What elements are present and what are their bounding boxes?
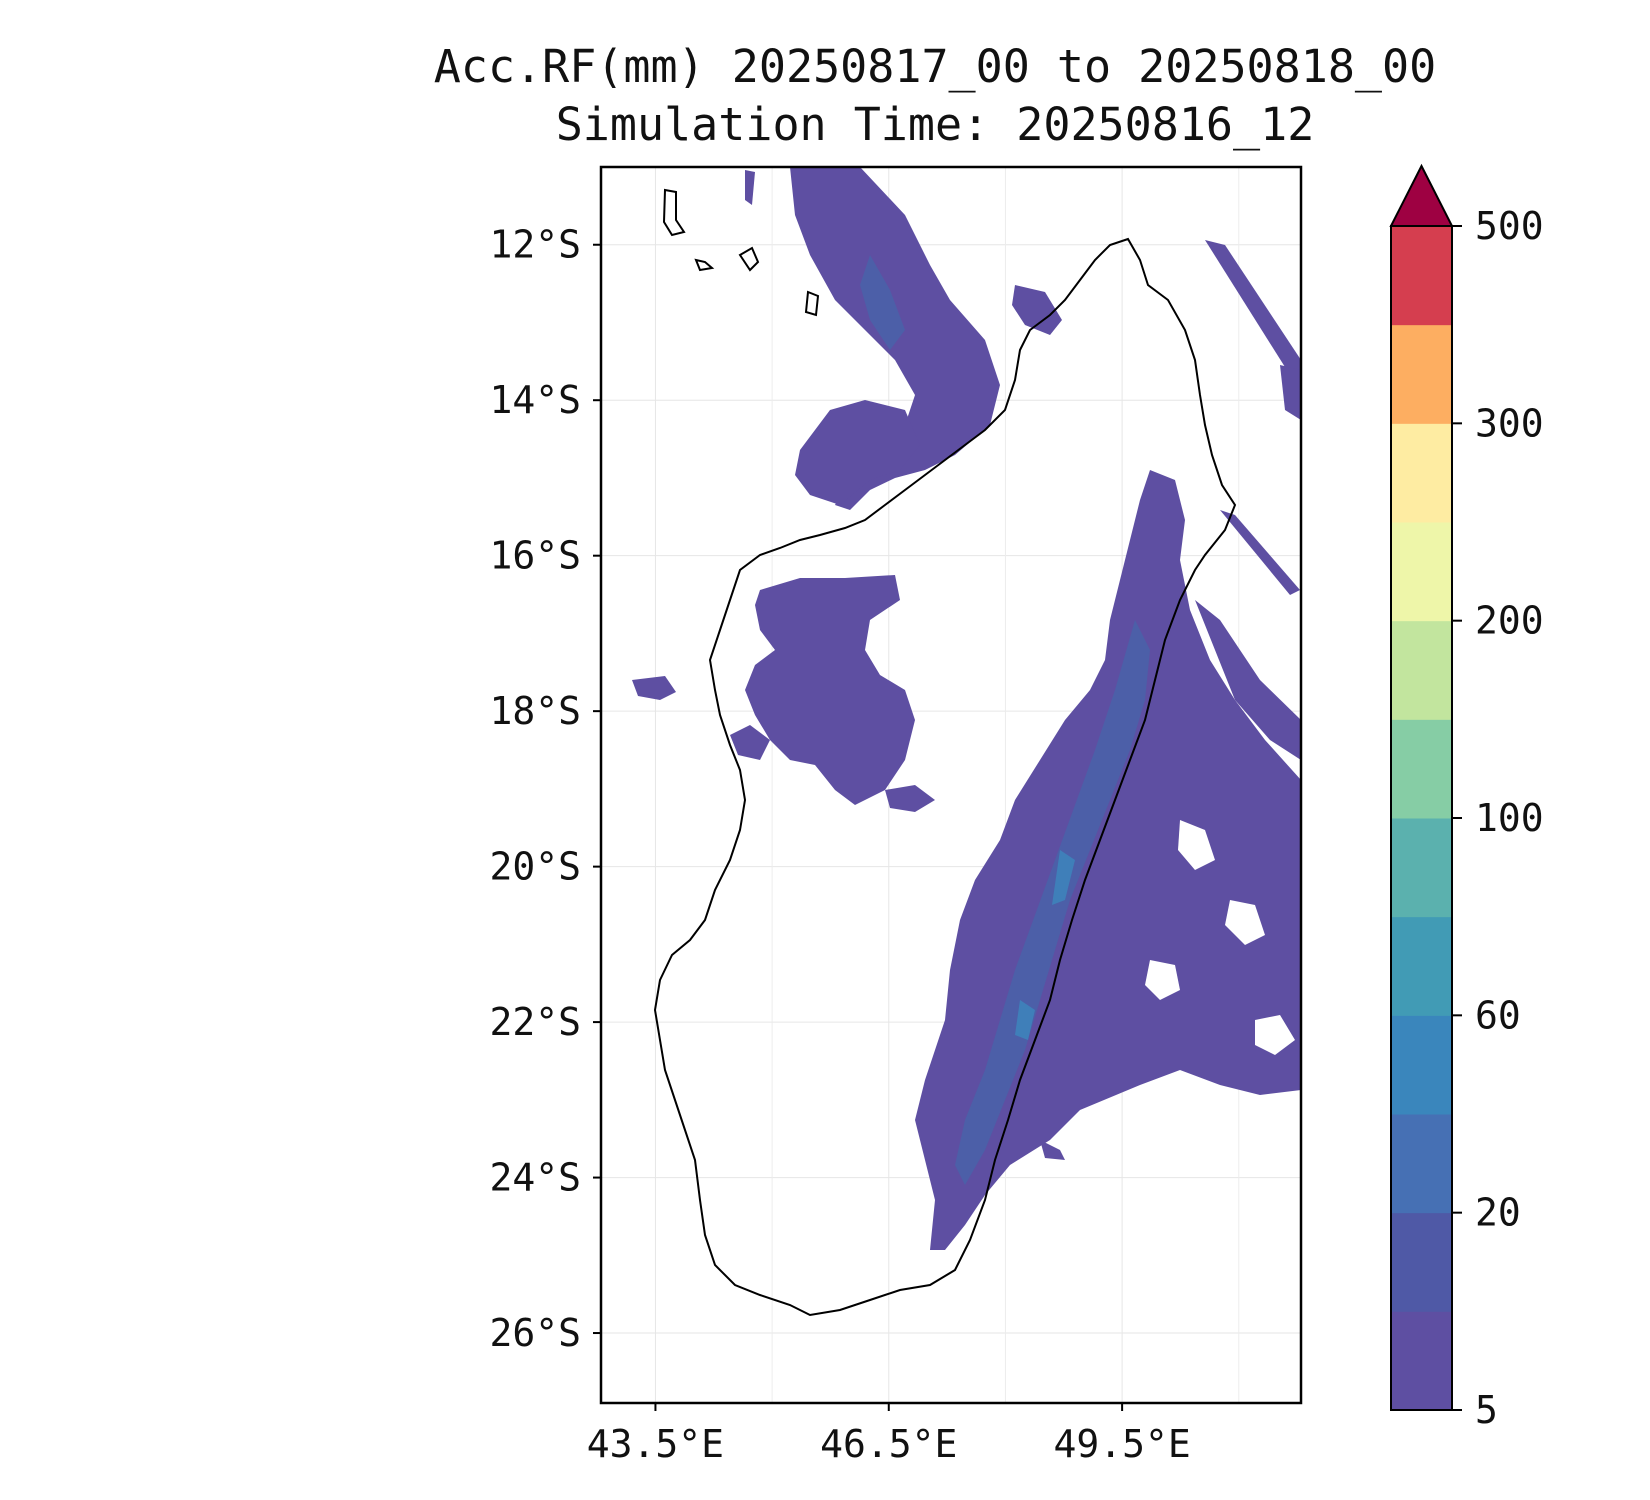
lon-tick-label: 49.5°E: [1053, 1422, 1190, 1466]
colorbar-tick-label: 300: [1475, 401, 1544, 445]
rain-area-ne-streak-1: [1205, 240, 1301, 380]
rain-area-nw-patch: [860, 255, 905, 350]
colorbar-tick-label: 100: [1475, 796, 1544, 840]
rain-area-ne-streak-2: [1280, 365, 1301, 420]
colorbar-segment: [1391, 1311, 1452, 1411]
title-line-2: Simulation Time: 20250816_12: [555, 98, 1315, 151]
rain-area-east-heavy-2: [1015, 1000, 1035, 1040]
rain-gap-1: [1178, 820, 1215, 870]
colorbar-tick-label: 500: [1475, 204, 1544, 248]
colorbar-segment: [1391, 522, 1452, 622]
rain-area-small-north: [745, 170, 755, 205]
rain-area-west-interior: [745, 575, 915, 805]
comoros-island-3: [738, 246, 760, 272]
colorbar-tick-label: 200: [1475, 599, 1544, 643]
colorbar-tick-label: 60: [1475, 993, 1521, 1037]
rain-area-south-tail: [1040, 1140, 1065, 1160]
mayotte-island: [804, 290, 820, 317]
colorbar-segment: [1391, 719, 1452, 819]
colorbar-segment: [1391, 1015, 1452, 1115]
madagascar-coastline: [653, 237, 1237, 1317]
colorbar-extend-arrow: [1389, 163, 1454, 227]
colorbar-segment: [1391, 620, 1452, 720]
colorbar-segment: [1391, 818, 1452, 918]
rain-area-west-speck: [885, 785, 935, 812]
lat-tick-label: 16°S: [489, 534, 581, 578]
colorbar: 5 20 60 100 200 300 500: [1389, 163, 1544, 1432]
latitude-ticks: 12°S 14°S 16°S 18°S 20°S 22°S 24°S 26°S: [489, 223, 601, 1355]
comoros-island-2: [694, 258, 715, 272]
colorbar-segment: [1391, 1212, 1452, 1312]
lat-tick-label: 26°S: [489, 1311, 581, 1355]
lat-tick-label: 22°S: [489, 1000, 581, 1044]
colorbar-tick-label: 20: [1475, 1191, 1521, 1235]
lon-tick-label: 46.5°E: [820, 1422, 957, 1466]
rain-gap-2: [1225, 900, 1265, 945]
colorbar-tick-label: 5: [1475, 1388, 1498, 1432]
colorbar-segment: [1391, 916, 1452, 1016]
longitude-ticks: 43.5°E 46.5°E 49.5°E: [587, 1403, 1191, 1466]
lat-tick-label: 24°S: [489, 1156, 581, 1200]
lat-tick-label: 18°S: [489, 689, 581, 733]
rain-area-nw-blob: [795, 400, 920, 505]
map-frame: [599, 165, 1303, 1405]
colorbar-segment: [1391, 324, 1452, 424]
lon-tick-label: 43.5°E: [587, 1422, 724, 1466]
title-line-1: Acc.RF(mm) 20250817_00 to 20250818_00: [433, 40, 1437, 93]
colorbar-segment: [1391, 1114, 1452, 1214]
rain-gap-4: [1255, 1015, 1295, 1055]
rain-area-offshore-east: [1195, 600, 1301, 760]
lat-tick-label: 14°S: [489, 378, 581, 422]
coastlines: [653, 188, 1237, 1317]
rain-gaps: [1145, 820, 1295, 1055]
colorbar-segment: [1391, 423, 1452, 523]
map-title: Acc.RF(mm) 20250817_00 to 20250818_00 Si…: [300, 38, 1570, 154]
lat-tick-label: 12°S: [489, 223, 581, 267]
rain-gap-3: [1145, 960, 1180, 1000]
lat-tick-label: 20°S: [489, 845, 581, 889]
rain-area-east-heavy: [1052, 850, 1075, 905]
rain-area-north-patch: [1012, 285, 1062, 335]
rain-area-west-small: [730, 725, 770, 760]
colorbar-segment: [1391, 226, 1452, 326]
rain-area-ne-streak-3: [1220, 510, 1300, 595]
rain-area-far-west: [632, 676, 676, 700]
rainfall-field: [632, 167, 1301, 1250]
comoros-island-1: [662, 188, 686, 237]
